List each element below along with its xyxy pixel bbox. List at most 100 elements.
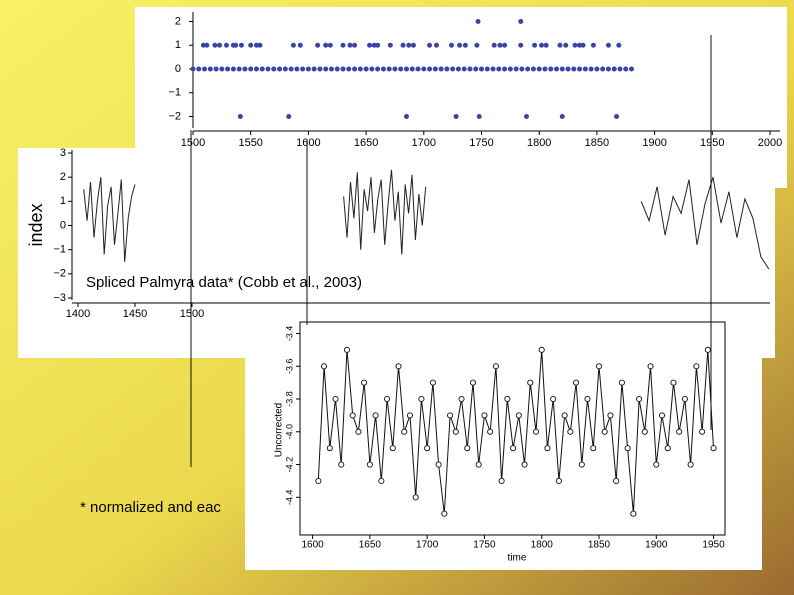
point bbox=[290, 42, 296, 48]
point bbox=[409, 66, 415, 72]
point bbox=[571, 66, 577, 72]
point bbox=[600, 66, 606, 72]
y-axis-label: index bbox=[26, 203, 46, 246]
point bbox=[398, 66, 404, 72]
point bbox=[450, 66, 456, 72]
point bbox=[573, 379, 580, 386]
point bbox=[212, 42, 218, 48]
point bbox=[384, 395, 391, 403]
panel: time Uncorrected -3.4 -3.6 -3.8 -4.0 -4.2 -4.4 1… bbox=[245, 320, 762, 570]
point bbox=[429, 379, 436, 386]
point bbox=[653, 461, 660, 468]
point bbox=[476, 114, 482, 119]
point bbox=[375, 42, 381, 48]
point bbox=[502, 42, 508, 48]
point bbox=[340, 42, 346, 48]
point bbox=[554, 66, 560, 72]
x-axis-label: time bbox=[508, 553, 527, 564]
point bbox=[548, 66, 554, 72]
point bbox=[340, 66, 346, 72]
point bbox=[539, 42, 545, 48]
point bbox=[594, 66, 600, 72]
point bbox=[484, 66, 490, 72]
point bbox=[457, 42, 463, 48]
x-tick-label: 1550 bbox=[238, 137, 262, 149]
point bbox=[538, 346, 545, 353]
point bbox=[513, 66, 519, 72]
point bbox=[297, 42, 303, 48]
point bbox=[565, 66, 571, 72]
point bbox=[311, 66, 317, 72]
point bbox=[681, 395, 688, 403]
x-tick-label: 1900 bbox=[642, 137, 666, 149]
point bbox=[561, 412, 568, 419]
point bbox=[403, 66, 409, 72]
x-tick-label: 1700 bbox=[412, 137, 436, 149]
point bbox=[559, 66, 565, 72]
point bbox=[230, 66, 236, 72]
point bbox=[315, 477, 322, 484]
point bbox=[366, 461, 373, 468]
point bbox=[613, 477, 620, 484]
point bbox=[418, 395, 425, 403]
point bbox=[253, 66, 259, 72]
y-tick-label: −1 bbox=[168, 87, 181, 99]
point bbox=[406, 42, 412, 48]
point bbox=[590, 42, 596, 48]
point bbox=[334, 66, 340, 72]
point bbox=[204, 42, 210, 48]
y-tick-label: −2 bbox=[53, 268, 66, 280]
x-tick-label: 1850 bbox=[588, 540, 611, 551]
point bbox=[611, 66, 617, 72]
point bbox=[207, 66, 213, 72]
point bbox=[590, 445, 597, 452]
point bbox=[623, 66, 629, 72]
y-tick-label: -4.4 bbox=[284, 490, 294, 506]
y-tick-label: -3.6 bbox=[284, 358, 294, 374]
x-tick-label: 1750 bbox=[473, 540, 496, 551]
point bbox=[326, 445, 333, 452]
point bbox=[550, 395, 557, 403]
series-line bbox=[640, 177, 770, 270]
point bbox=[352, 42, 358, 48]
point bbox=[491, 42, 497, 48]
point bbox=[355, 428, 362, 435]
y-tick-label: -3.8 bbox=[284, 391, 294, 407]
y-tick-label: 0 bbox=[60, 219, 66, 231]
point bbox=[580, 42, 586, 48]
point bbox=[401, 428, 408, 435]
panel-background bbox=[245, 320, 762, 570]
point bbox=[265, 66, 271, 72]
point bbox=[363, 66, 369, 72]
point bbox=[387, 42, 393, 48]
series-line bbox=[83, 177, 136, 262]
point bbox=[323, 66, 329, 72]
point bbox=[452, 428, 459, 435]
point bbox=[557, 42, 563, 48]
caption: Spliced Palmyra data* (Cobb et al., 2003… bbox=[86, 274, 362, 291]
point bbox=[427, 66, 433, 72]
point bbox=[636, 395, 643, 403]
point bbox=[386, 66, 392, 72]
point bbox=[361, 379, 368, 386]
point bbox=[629, 66, 635, 72]
x-tick-label: 1700 bbox=[416, 540, 439, 551]
point bbox=[357, 66, 363, 72]
x-tick-label: 1950 bbox=[700, 137, 724, 149]
point bbox=[504, 395, 511, 403]
point bbox=[458, 395, 465, 403]
y-tick-label: 1 bbox=[175, 39, 181, 51]
point bbox=[601, 428, 608, 435]
point bbox=[475, 19, 481, 24]
point bbox=[444, 66, 450, 72]
point bbox=[530, 66, 536, 72]
point bbox=[455, 66, 461, 72]
point bbox=[328, 66, 334, 72]
point bbox=[213, 66, 219, 72]
point bbox=[676, 428, 683, 435]
point bbox=[347, 42, 353, 48]
point bbox=[321, 363, 328, 370]
point bbox=[259, 66, 265, 72]
point bbox=[441, 510, 448, 517]
point bbox=[392, 66, 398, 72]
